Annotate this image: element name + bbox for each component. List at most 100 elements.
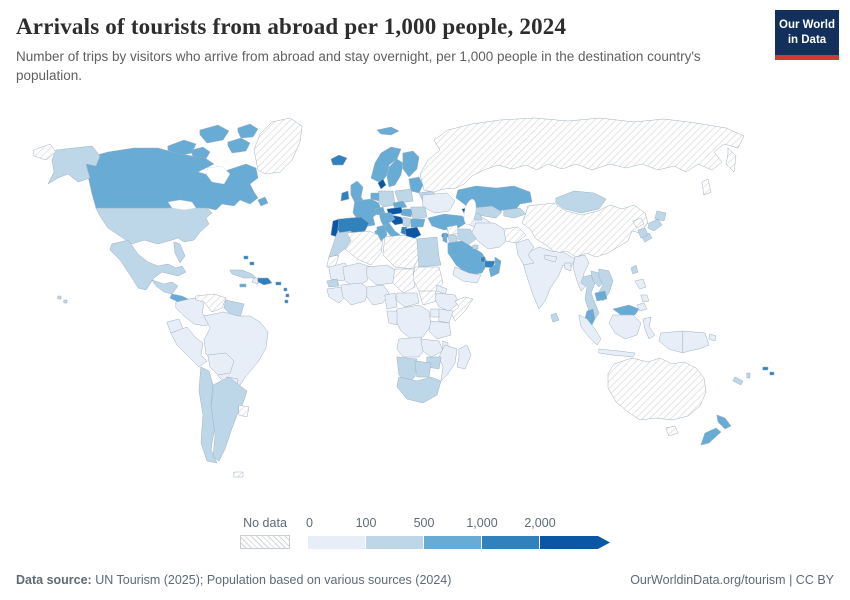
country-angola[interactable] bbox=[396, 336, 426, 358]
country-uganda[interactable] bbox=[430, 308, 440, 318]
country-kenya[interactable] bbox=[438, 308, 454, 324]
country-norway[interactable] bbox=[370, 146, 402, 184]
country-fiji[interactable] bbox=[762, 366, 775, 376]
country-qatar[interactable] bbox=[480, 256, 486, 263]
country-algeria[interactable] bbox=[344, 230, 384, 266]
country-nepal[interactable] bbox=[544, 254, 558, 263]
country-eritrea[interactable] bbox=[436, 284, 448, 295]
country-mali[interactable] bbox=[342, 262, 372, 288]
country-indonesia[interactable] bbox=[578, 314, 684, 358]
country-canada[interactable] bbox=[85, 147, 269, 211]
country-haiti[interactable] bbox=[251, 277, 259, 285]
country-greenland[interactable] bbox=[253, 117, 303, 175]
country-drc[interactable] bbox=[394, 304, 432, 340]
country-hawaii[interactable] bbox=[57, 295, 68, 304]
country-somalia[interactable] bbox=[450, 296, 474, 322]
country-benelux[interactable] bbox=[370, 192, 380, 202]
country-puerto-rico[interactable] bbox=[275, 281, 282, 286]
country-denmark[interactable] bbox=[377, 178, 387, 190]
country-sweden[interactable] bbox=[386, 158, 404, 188]
country-south-africa[interactable] bbox=[396, 376, 442, 404]
country-libya[interactable] bbox=[382, 234, 420, 270]
country-mexico[interactable] bbox=[109, 239, 187, 291]
country-lesser-antilles[interactable] bbox=[283, 287, 290, 304]
country-mongolia[interactable] bbox=[555, 190, 607, 214]
country-russia[interactable] bbox=[33, 117, 745, 196]
country-iran[interactable] bbox=[471, 222, 509, 250]
country-egypt[interactable] bbox=[416, 236, 442, 268]
country-central-america[interactable] bbox=[151, 279, 179, 295]
country-tanzania[interactable] bbox=[428, 320, 452, 340]
country-india[interactable] bbox=[522, 246, 576, 310]
owid-link[interactable]: OurWorldinData.org/tourism bbox=[630, 573, 786, 587]
country-west-africa-coast[interactable] bbox=[340, 282, 370, 306]
country-syria[interactable] bbox=[446, 224, 460, 236]
country-malaysia[interactable] bbox=[584, 304, 640, 328]
country-pakistan[interactable] bbox=[515, 238, 535, 266]
legend-no-data-swatch[interactable] bbox=[240, 535, 290, 549]
country-philippines[interactable] bbox=[634, 278, 650, 312]
country-australia[interactable] bbox=[607, 357, 707, 437]
country-falkland-islands[interactable] bbox=[233, 471, 244, 478]
country-kyrgyzstan-tajikistan[interactable] bbox=[503, 207, 527, 219]
country-ireland[interactable] bbox=[340, 190, 350, 202]
country-germany[interactable] bbox=[376, 190, 396, 208]
country-senegal[interactable] bbox=[326, 278, 340, 288]
country-afghanistan[interactable] bbox=[503, 226, 527, 244]
country-romania[interactable] bbox=[410, 206, 428, 220]
country-alaska[interactable] bbox=[47, 145, 101, 185]
legend-bin-2000-plus[interactable] bbox=[540, 536, 610, 549]
country-serbia[interactable] bbox=[402, 216, 412, 228]
owid-logo[interactable]: Our World in Data bbox=[775, 10, 839, 60]
country-tunisia[interactable] bbox=[376, 224, 388, 242]
country-vanuatu[interactable] bbox=[746, 372, 751, 379]
country-jamaica[interactable] bbox=[239, 283, 247, 288]
country-south-sudan[interactable] bbox=[418, 290, 438, 306]
country-gabon-congo[interactable] bbox=[386, 310, 398, 326]
country-papua-new-guinea[interactable] bbox=[682, 330, 717, 354]
country-peru[interactable] bbox=[170, 326, 208, 368]
country-new-caledonia[interactable] bbox=[732, 376, 744, 386]
legend-bin-500-1000[interactable] bbox=[424, 536, 482, 549]
country-canada-arctic[interactable] bbox=[167, 123, 259, 162]
country-bulgaria[interactable] bbox=[410, 218, 426, 228]
country-venezuela[interactable] bbox=[195, 293, 227, 313]
country-iraq[interactable] bbox=[457, 228, 477, 246]
country-taiwan[interactable] bbox=[630, 264, 639, 275]
country-central-african-republic[interactable] bbox=[396, 292, 420, 308]
country-turkey[interactable] bbox=[427, 213, 469, 231]
country-finland[interactable] bbox=[402, 150, 420, 178]
country-bolivia[interactable] bbox=[207, 352, 235, 376]
country-zambia[interactable] bbox=[420, 338, 444, 358]
legend-bin-1000-2000[interactable] bbox=[482, 536, 540, 549]
country-ukraine[interactable] bbox=[422, 192, 456, 214]
country-madagascar[interactable] bbox=[456, 344, 472, 370]
country-cameroon[interactable] bbox=[384, 292, 398, 310]
country-sri-lanka[interactable] bbox=[550, 312, 560, 323]
country-dominican-republic[interactable] bbox=[257, 277, 273, 286]
country-bangladesh[interactable] bbox=[564, 262, 572, 272]
country-botswana[interactable] bbox=[414, 360, 432, 378]
country-svalbard[interactable] bbox=[376, 126, 400, 136]
country-niger[interactable] bbox=[366, 264, 398, 286]
country-yemen[interactable] bbox=[452, 266, 482, 284]
country-nigeria[interactable] bbox=[366, 284, 390, 306]
country-kuwait[interactable] bbox=[472, 244, 479, 250]
country-north-korea[interactable] bbox=[632, 217, 645, 229]
country-laos[interactable] bbox=[590, 270, 606, 288]
legend-bin-100-500[interactable] bbox=[366, 536, 424, 549]
legend-bin-0-100[interactable] bbox=[308, 536, 366, 549]
country-iceland[interactable] bbox=[330, 154, 348, 166]
country-czechia[interactable] bbox=[392, 200, 408, 210]
country-china[interactable] bbox=[521, 202, 649, 258]
country-bahamas[interactable] bbox=[243, 255, 255, 266]
country-usa[interactable] bbox=[95, 207, 213, 264]
country-uk[interactable] bbox=[350, 180, 366, 204]
country-uruguay[interactable] bbox=[238, 404, 250, 418]
country-new-zealand[interactable] bbox=[700, 414, 732, 446]
country-chad[interactable] bbox=[392, 268, 416, 294]
country-argentina[interactable] bbox=[210, 376, 248, 462]
country-cuba[interactable] bbox=[229, 269, 257, 279]
country-cambodia[interactable] bbox=[594, 290, 608, 302]
country-saudi-arabia[interactable] bbox=[447, 240, 489, 276]
